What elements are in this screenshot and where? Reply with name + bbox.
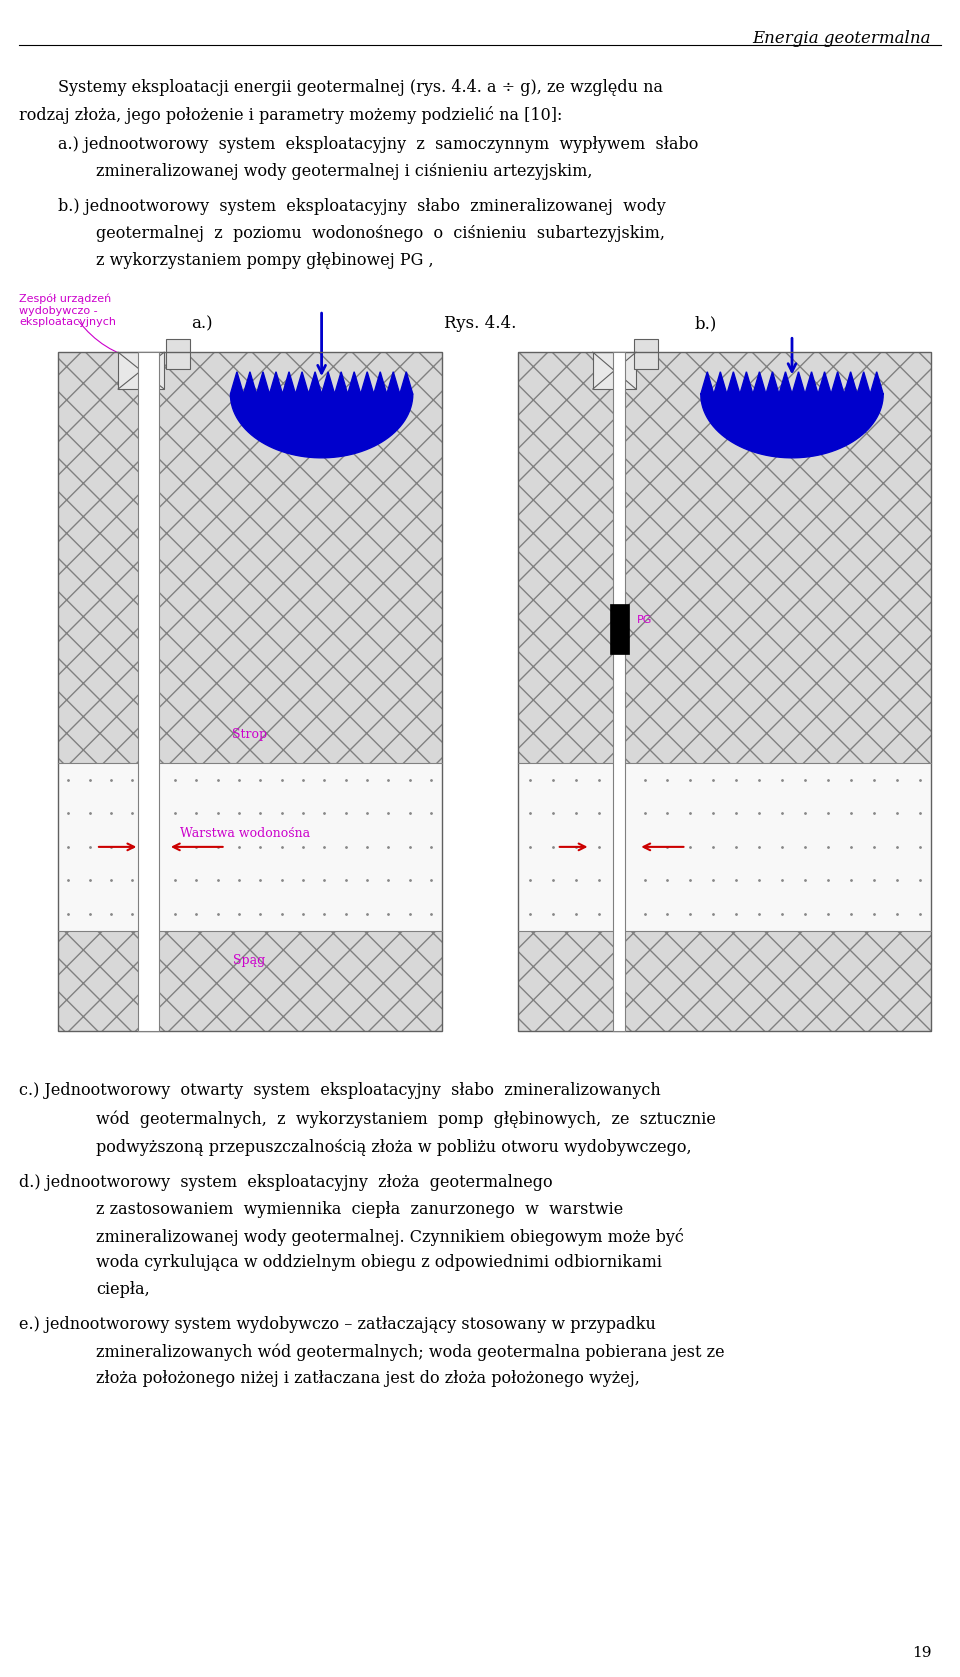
Text: z wykorzystaniem pompy głębinowej PG ,: z wykorzystaniem pompy głębinowej PG ,: [96, 252, 434, 268]
Text: zmineralizowanej wody geotermalnej. Czynnikiem obiegowym może być: zmineralizowanej wody geotermalnej. Czyn…: [96, 1228, 684, 1246]
Text: zmineralizowanej wody geotermalnej i ciśnieniu artezyjskim,: zmineralizowanej wody geotermalnej i ciś…: [96, 163, 592, 179]
Bar: [610, 604, 629, 654]
Text: a.) jednootworowy  system  eksploatacyjny  z  samoczynnym  wypływem  słabo: a.) jednootworowy system eksploatacyjny …: [58, 136, 698, 153]
Text: PG: PG: [636, 615, 652, 626]
Text: Energia geotermalna: Energia geotermalna: [753, 30, 931, 47]
Text: ciepła,: ciepła,: [96, 1281, 150, 1298]
Text: Warstwa wodonośna: Warstwa wodonośna: [180, 827, 310, 840]
Text: b.): b.): [694, 315, 717, 332]
Text: z zastosowaniem  wymiennika  ciepła  zanurzonego  w  warstwie: z zastosowaniem wymiennika ciepła zanurz…: [96, 1201, 623, 1218]
Text: rodzaj złoża, jego położenie i parametry możemy podzielić na [10]:: rodzaj złoża, jego położenie i parametry…: [19, 106, 563, 124]
Bar: [518, 352, 931, 1031]
Text: a.): a.): [191, 315, 212, 332]
Bar: [518, 352, 931, 763]
Polygon shape: [701, 372, 883, 458]
Text: podwyższoną przepuszczalnością złoża w pobliżu otworu wydobywczego,: podwyższoną przepuszczalnością złoża w p…: [96, 1139, 691, 1155]
Bar: [58, 931, 442, 1031]
Bar: [165, 339, 189, 369]
Text: woda cyrkulująca w oddzielnym obiegu z odpowiednimi odbiornikami: woda cyrkulująca w oddzielnym obiegu z o…: [96, 1254, 662, 1271]
Text: e.) jednootworowy system wydobywczo – zatłaczający stosowany w przypadku: e.) jednootworowy system wydobywczo – za…: [19, 1316, 656, 1333]
Bar: [118, 352, 164, 389]
Bar: [58, 352, 442, 1031]
Text: zmineralizowanych wód geotermalnych; woda geotermalna pobierana jest ze: zmineralizowanych wód geotermalnych; wod…: [96, 1343, 725, 1360]
Bar: [58, 763, 442, 931]
Text: b.) jednootworowy  system  eksploatacyjny  słabo  zmineralizowanej  wody: b.) jednootworowy system eksploatacyjny …: [58, 198, 665, 215]
Text: Rys. 4.4.: Rys. 4.4.: [444, 315, 516, 332]
Text: złoża położonego niżej i zatłaczana jest do złoża położonego wyżej,: złoża położonego niżej i zatłaczana jest…: [96, 1370, 640, 1387]
Bar: [593, 352, 636, 389]
Bar: [138, 352, 159, 1031]
Bar: [518, 931, 931, 1031]
Text: Systemy eksploatacji energii geotermalnej (rys. 4.4. a ÷ g), ze względu na: Systemy eksploatacji energii geotermalne…: [58, 79, 662, 96]
Text: Zespół urządzeń
wydobywczo -
eksploatacyjnych: Zespół urządzeń wydobywczo - eksploatacy…: [19, 293, 116, 327]
Text: d.) jednootworowy  system  eksploatacyjny  złoża  geotermalnego: d.) jednootworowy system eksploatacyjny …: [19, 1174, 553, 1191]
Text: Spąg: Spąg: [233, 954, 266, 968]
Text: c.) Jednootworowy  otwarty  system  eksploatacyjny  słabo  zmineralizowanych: c.) Jednootworowy otwarty system eksploa…: [19, 1082, 660, 1098]
Text: wód  geotermalnych,  z  wykorzystaniem  pomp  głębinowych,  ze  sztucznie: wód geotermalnych, z wykorzystaniem pomp…: [96, 1110, 716, 1127]
Bar: [613, 352, 625, 1031]
Bar: [58, 352, 442, 763]
Polygon shape: [230, 372, 413, 458]
Text: Strop: Strop: [232, 728, 267, 741]
Bar: [518, 763, 931, 931]
Text: geotermalnej  z  poziomu  wodonośnego  o  ciśnieniu  subartezyjskim,: geotermalnej z poziomu wodonośnego o ciś…: [96, 225, 665, 241]
Text: 19: 19: [912, 1647, 931, 1660]
Bar: [635, 339, 659, 369]
